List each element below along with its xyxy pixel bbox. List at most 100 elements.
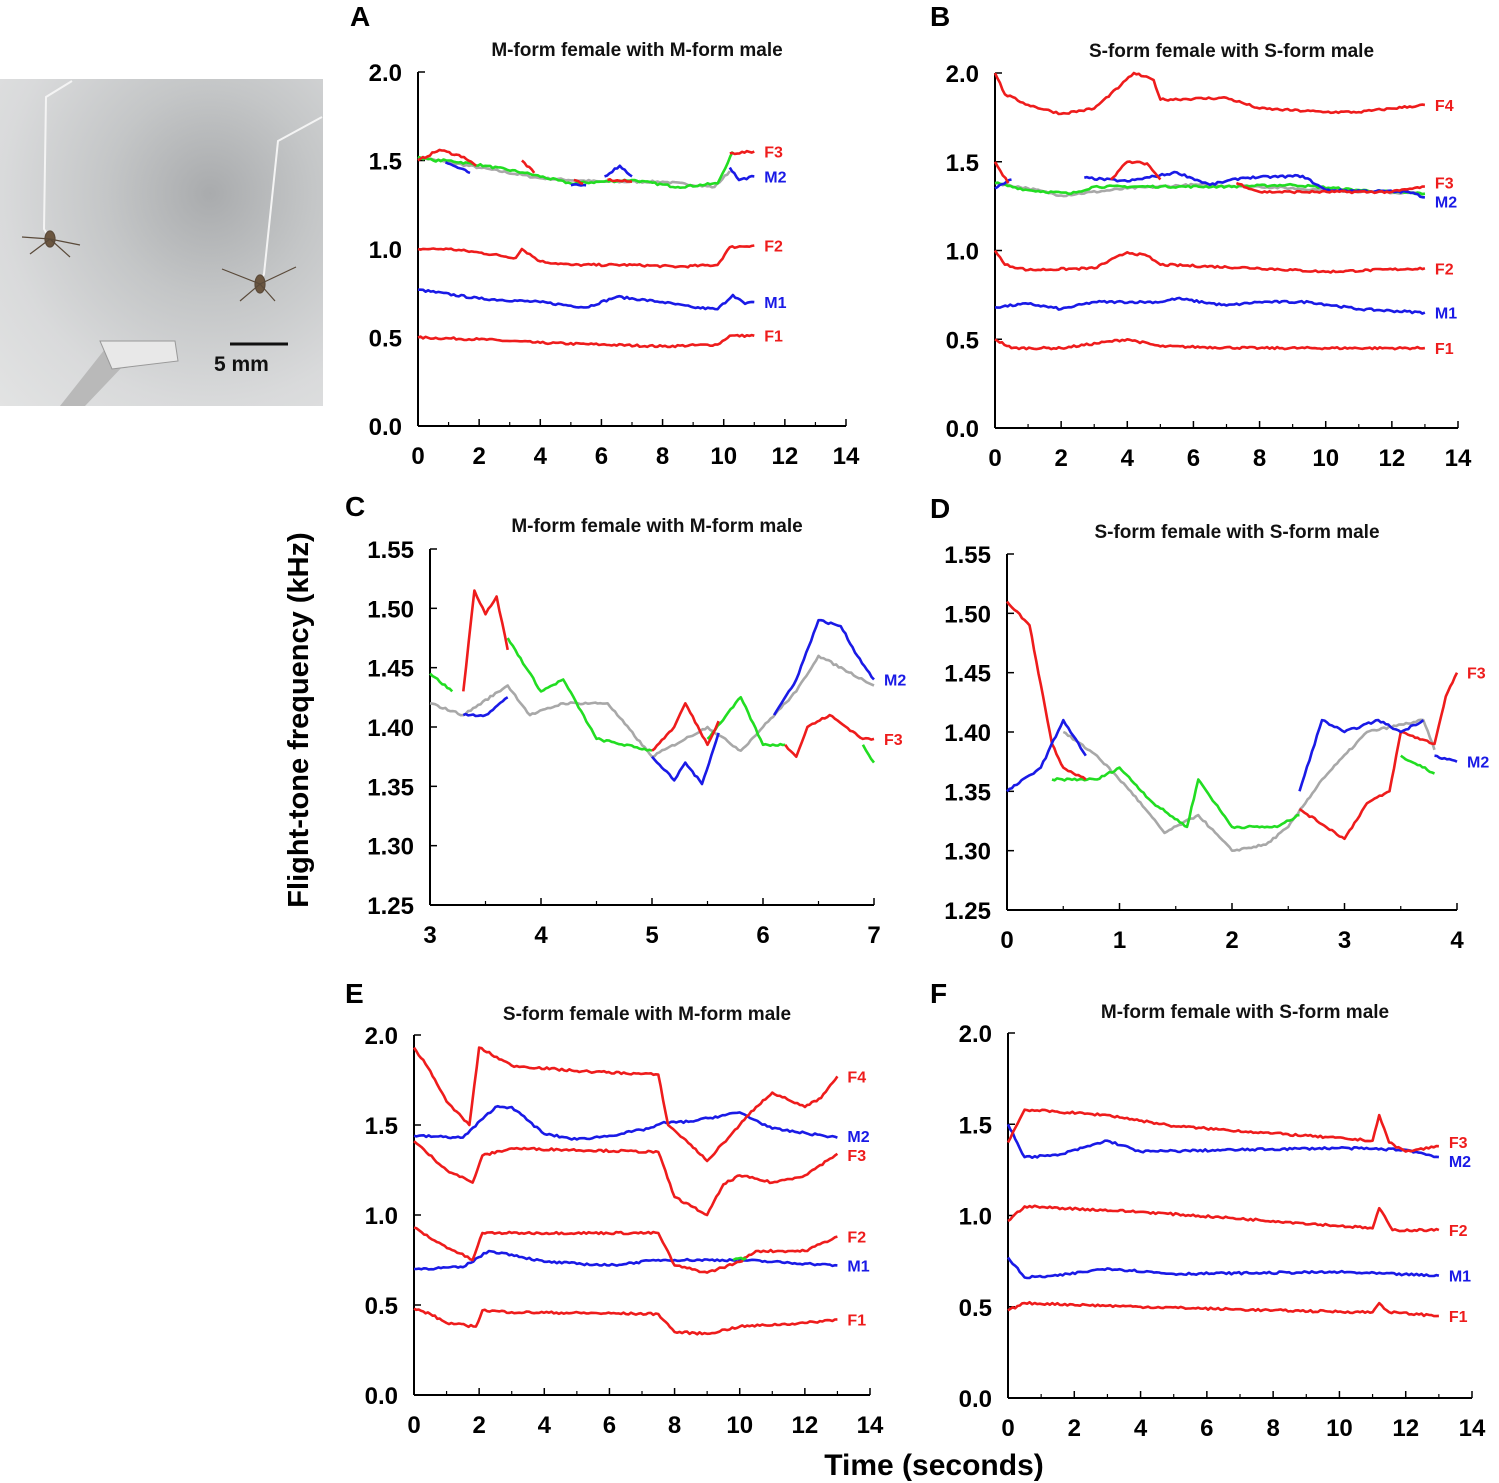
- x-tick-label: 10: [1326, 1415, 1353, 1442]
- series-line-gray: [1062, 718, 1436, 853]
- x-tick-label: 12: [772, 443, 799, 470]
- series-line-m1: [994, 296, 1426, 315]
- series-label: F3: [847, 1148, 866, 1165]
- series-line-m2: [413, 1104, 838, 1141]
- x-tick-label: 7: [867, 922, 880, 949]
- y-tick-label: 0.0: [369, 414, 402, 441]
- panel-letter: B: [930, 1, 950, 32]
- series-line-m2: [1006, 1123, 1440, 1159]
- series-line-m2: [994, 178, 1012, 190]
- series-label: F4: [847, 1069, 866, 1086]
- chart-title: S-form female with M-form male: [503, 1004, 791, 1025]
- series-line-f3: [1005, 600, 1087, 781]
- panel-letter: E: [345, 978, 364, 1009]
- series-line-f1: [994, 337, 1426, 351]
- shared-x-axis-label: Time (seconds): [824, 1449, 1044, 1482]
- x-tick-label: 6: [1200, 1415, 1213, 1442]
- x-tick-label: 12: [792, 1412, 819, 1439]
- y-tick-label: 1.5: [959, 1112, 992, 1139]
- x-tick-label: 6: [756, 922, 769, 949]
- chart-title: M-form female with S-form male: [1101, 1002, 1389, 1023]
- panel-c: C M-form female with M-form male 3 4 5 6 7 1.25…: [345, 491, 906, 949]
- y-tick-label: 1.0: [369, 237, 402, 264]
- x-tick-label: 6: [1187, 445, 1200, 472]
- series-line-f2: [993, 249, 1426, 274]
- series-line-f3: [607, 178, 633, 183]
- series-label: M2: [1467, 755, 1489, 772]
- series-label: F2: [1449, 1223, 1468, 1240]
- x-tick-label: 2: [1068, 1415, 1081, 1442]
- y-tick-label: 2.0: [365, 1023, 398, 1050]
- y-tick-label: 1.0: [946, 239, 979, 266]
- series-label: M2: [1435, 194, 1457, 211]
- x-tick-label: 6: [595, 443, 608, 470]
- series-line-f3: [1006, 1108, 1439, 1153]
- series-label: F4: [1435, 98, 1454, 115]
- series-line-f3: [462, 589, 509, 692]
- series-line-f1: [413, 1307, 838, 1336]
- series-label: M1: [847, 1258, 869, 1275]
- x-tick-label: 10: [1312, 445, 1339, 472]
- chart-title: S-form female with S-form male: [1089, 41, 1374, 62]
- series-label: M2: [764, 169, 786, 186]
- y-tick-label: 2.0: [946, 61, 979, 88]
- y-tick-label: 0.0: [959, 1386, 992, 1413]
- panel-letter: D: [930, 493, 950, 524]
- x-tick-label: 4: [534, 443, 548, 470]
- y-tick-label: 1.50: [367, 596, 414, 623]
- x-tick-label: 2: [1054, 445, 1067, 472]
- y-tick-label: 1.40: [367, 715, 414, 742]
- x-tick-label: 5: [645, 922, 658, 949]
- y-tick-label: 1.35: [367, 774, 414, 801]
- series-line-f3: [993, 161, 1010, 184]
- x-tick-label: 2: [472, 1412, 485, 1439]
- x-tick-label: 4: [1121, 445, 1135, 472]
- y-tick-label: 1.35: [944, 779, 991, 806]
- series-line-f3: [413, 1140, 839, 1217]
- y-tick-label: 1.45: [944, 661, 991, 688]
- series-label: M2: [884, 673, 906, 690]
- series-line-m1: [414, 1249, 838, 1271]
- panel-f: F M-form female with S-form male 0 2 4 6 8 10 12…: [930, 978, 1486, 1442]
- series-line-m2: [1434, 754, 1458, 763]
- panel-letter: C: [345, 491, 365, 522]
- series-line-green: [861, 744, 876, 764]
- x-tick-label: 8: [656, 443, 669, 470]
- chart-title: M-form female with M-form male: [491, 40, 782, 61]
- series-line-green: [732, 1256, 747, 1262]
- x-tick-label: 14: [1445, 445, 1472, 472]
- x-tick-label: 4: [538, 1412, 552, 1439]
- x-tick-label: 10: [710, 443, 737, 470]
- x-tick-label: 12: [1392, 1415, 1419, 1442]
- x-tick-label: 0: [407, 1412, 420, 1439]
- chart-title: M-form female with M-form male: [511, 516, 802, 537]
- y-tick-label: 0.5: [959, 1295, 992, 1322]
- series-label: F1: [847, 1312, 866, 1329]
- x-tick-label: 1: [1113, 927, 1126, 954]
- series-line-m1: [418, 288, 755, 311]
- x-tick-label: 4: [1134, 1415, 1148, 1442]
- y-tick-label: 2.0: [959, 1021, 992, 1048]
- series-line-f2: [417, 244, 755, 269]
- series-label: F3: [764, 145, 783, 162]
- panel-letter: A: [350, 1, 370, 32]
- series-line-f1: [417, 333, 755, 349]
- series-line-f3: [651, 701, 720, 752]
- series-label: F1: [1449, 1309, 1468, 1326]
- x-tick-label: 12: [1379, 445, 1406, 472]
- y-tick-label: 1.55: [944, 542, 991, 569]
- series-line-m2: [1298, 718, 1425, 792]
- series-label: M2: [847, 1129, 869, 1146]
- series-label: F1: [764, 329, 783, 346]
- series-label: M1: [1449, 1269, 1471, 1286]
- series-line-m2: [444, 161, 471, 175]
- series-line-f1: [1007, 1300, 1440, 1318]
- y-tick-label: 1.30: [367, 834, 414, 861]
- series-line-f3: [417, 148, 477, 167]
- series-line-m2: [604, 164, 633, 178]
- y-tick-label: 0.5: [946, 327, 979, 354]
- series-line-f2: [413, 1226, 838, 1274]
- y-tick-label: 1.0: [365, 1203, 398, 1230]
- x-tick-label: 0: [1000, 927, 1013, 954]
